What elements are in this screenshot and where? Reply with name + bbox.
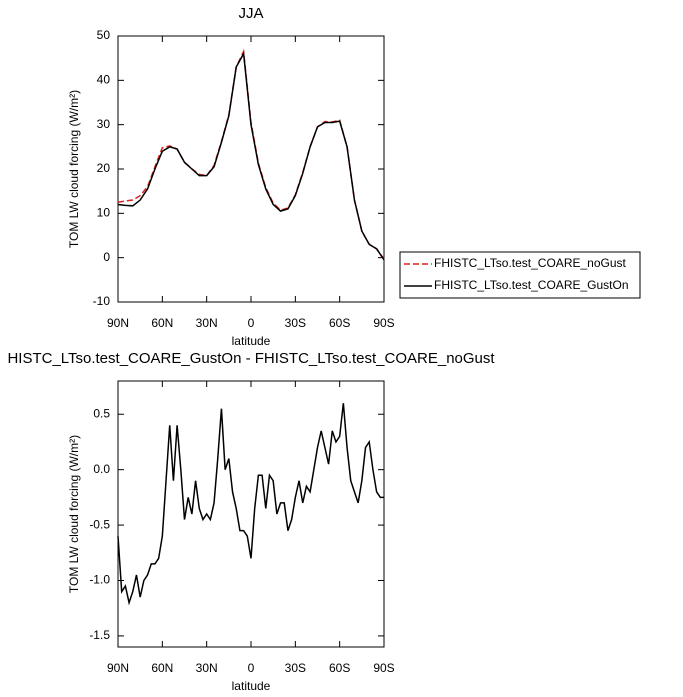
legend-label: FHISTC_LTso.test_COARE_noGust [434, 256, 627, 270]
x-tick-label: 30S [285, 316, 306, 330]
y-tick-label: 50 [97, 28, 111, 42]
y-tick-label: -10 [93, 294, 111, 308]
legend: FHISTC_LTso.test_COARE_noGust FHISTC_LTso… [399, 251, 641, 299]
x-tick-label: 30N [196, 316, 218, 330]
legend-label: FHISTC_LTso.test_COARE_GustOn [434, 278, 629, 292]
chart-title: JJA [238, 5, 263, 22]
series-line [117, 51, 385, 261]
y-tick-label: -1.5 [89, 628, 110, 642]
x-tick-label: 60N [151, 661, 173, 675]
x-tick-label: 90N [107, 661, 129, 675]
panel: JJA latitude TOM LW cloud forcing (W/m²) -1… [67, 5, 641, 348]
x-tick-label: 0 [248, 661, 255, 675]
x-tick-label: 60N [151, 316, 173, 330]
x-axis-label: latitude [232, 679, 271, 693]
series-line [117, 403, 384, 606]
y-tick-label: 10 [97, 206, 111, 220]
panel: HISTC_LTso.test_COARE_GustOn - FHISTC_LT… [7, 350, 495, 693]
y-tick-label: 40 [97, 73, 111, 87]
x-tick-label: 30S [285, 661, 306, 675]
x-tick-label: 90N [107, 316, 129, 330]
x-tick-label: 60S [329, 316, 350, 330]
y-tick-label: -0.5 [89, 517, 110, 531]
y-tick-label: 0 [103, 250, 110, 264]
plot-frame [117, 35, 385, 303]
x-tick-label: 90S [373, 661, 394, 675]
y-tick-label: -1.0 [89, 573, 110, 587]
x-tick-label: 60S [329, 661, 350, 675]
y-tick-label: 0.5 [93, 406, 110, 420]
chart-title: HISTC_LTso.test_COARE_GustOn - FHISTC_LT… [7, 350, 495, 367]
y-axis-label: TOM LW cloud forcing (W/m²) [67, 435, 81, 593]
x-axis-label: latitude [232, 334, 271, 348]
x-tick-label: 90S [373, 316, 394, 330]
series-line [117, 48, 385, 260]
legend-box [399, 251, 641, 299]
x-tick-label: 30N [196, 661, 218, 675]
x-tick-label: 0 [248, 316, 255, 330]
y-tick-label: 0.0 [93, 462, 110, 476]
y-tick-label: 20 [97, 161, 111, 175]
y-tick-label: 30 [97, 117, 111, 131]
y-axis-label: TOM LW cloud forcing (W/m²) [67, 90, 81, 248]
